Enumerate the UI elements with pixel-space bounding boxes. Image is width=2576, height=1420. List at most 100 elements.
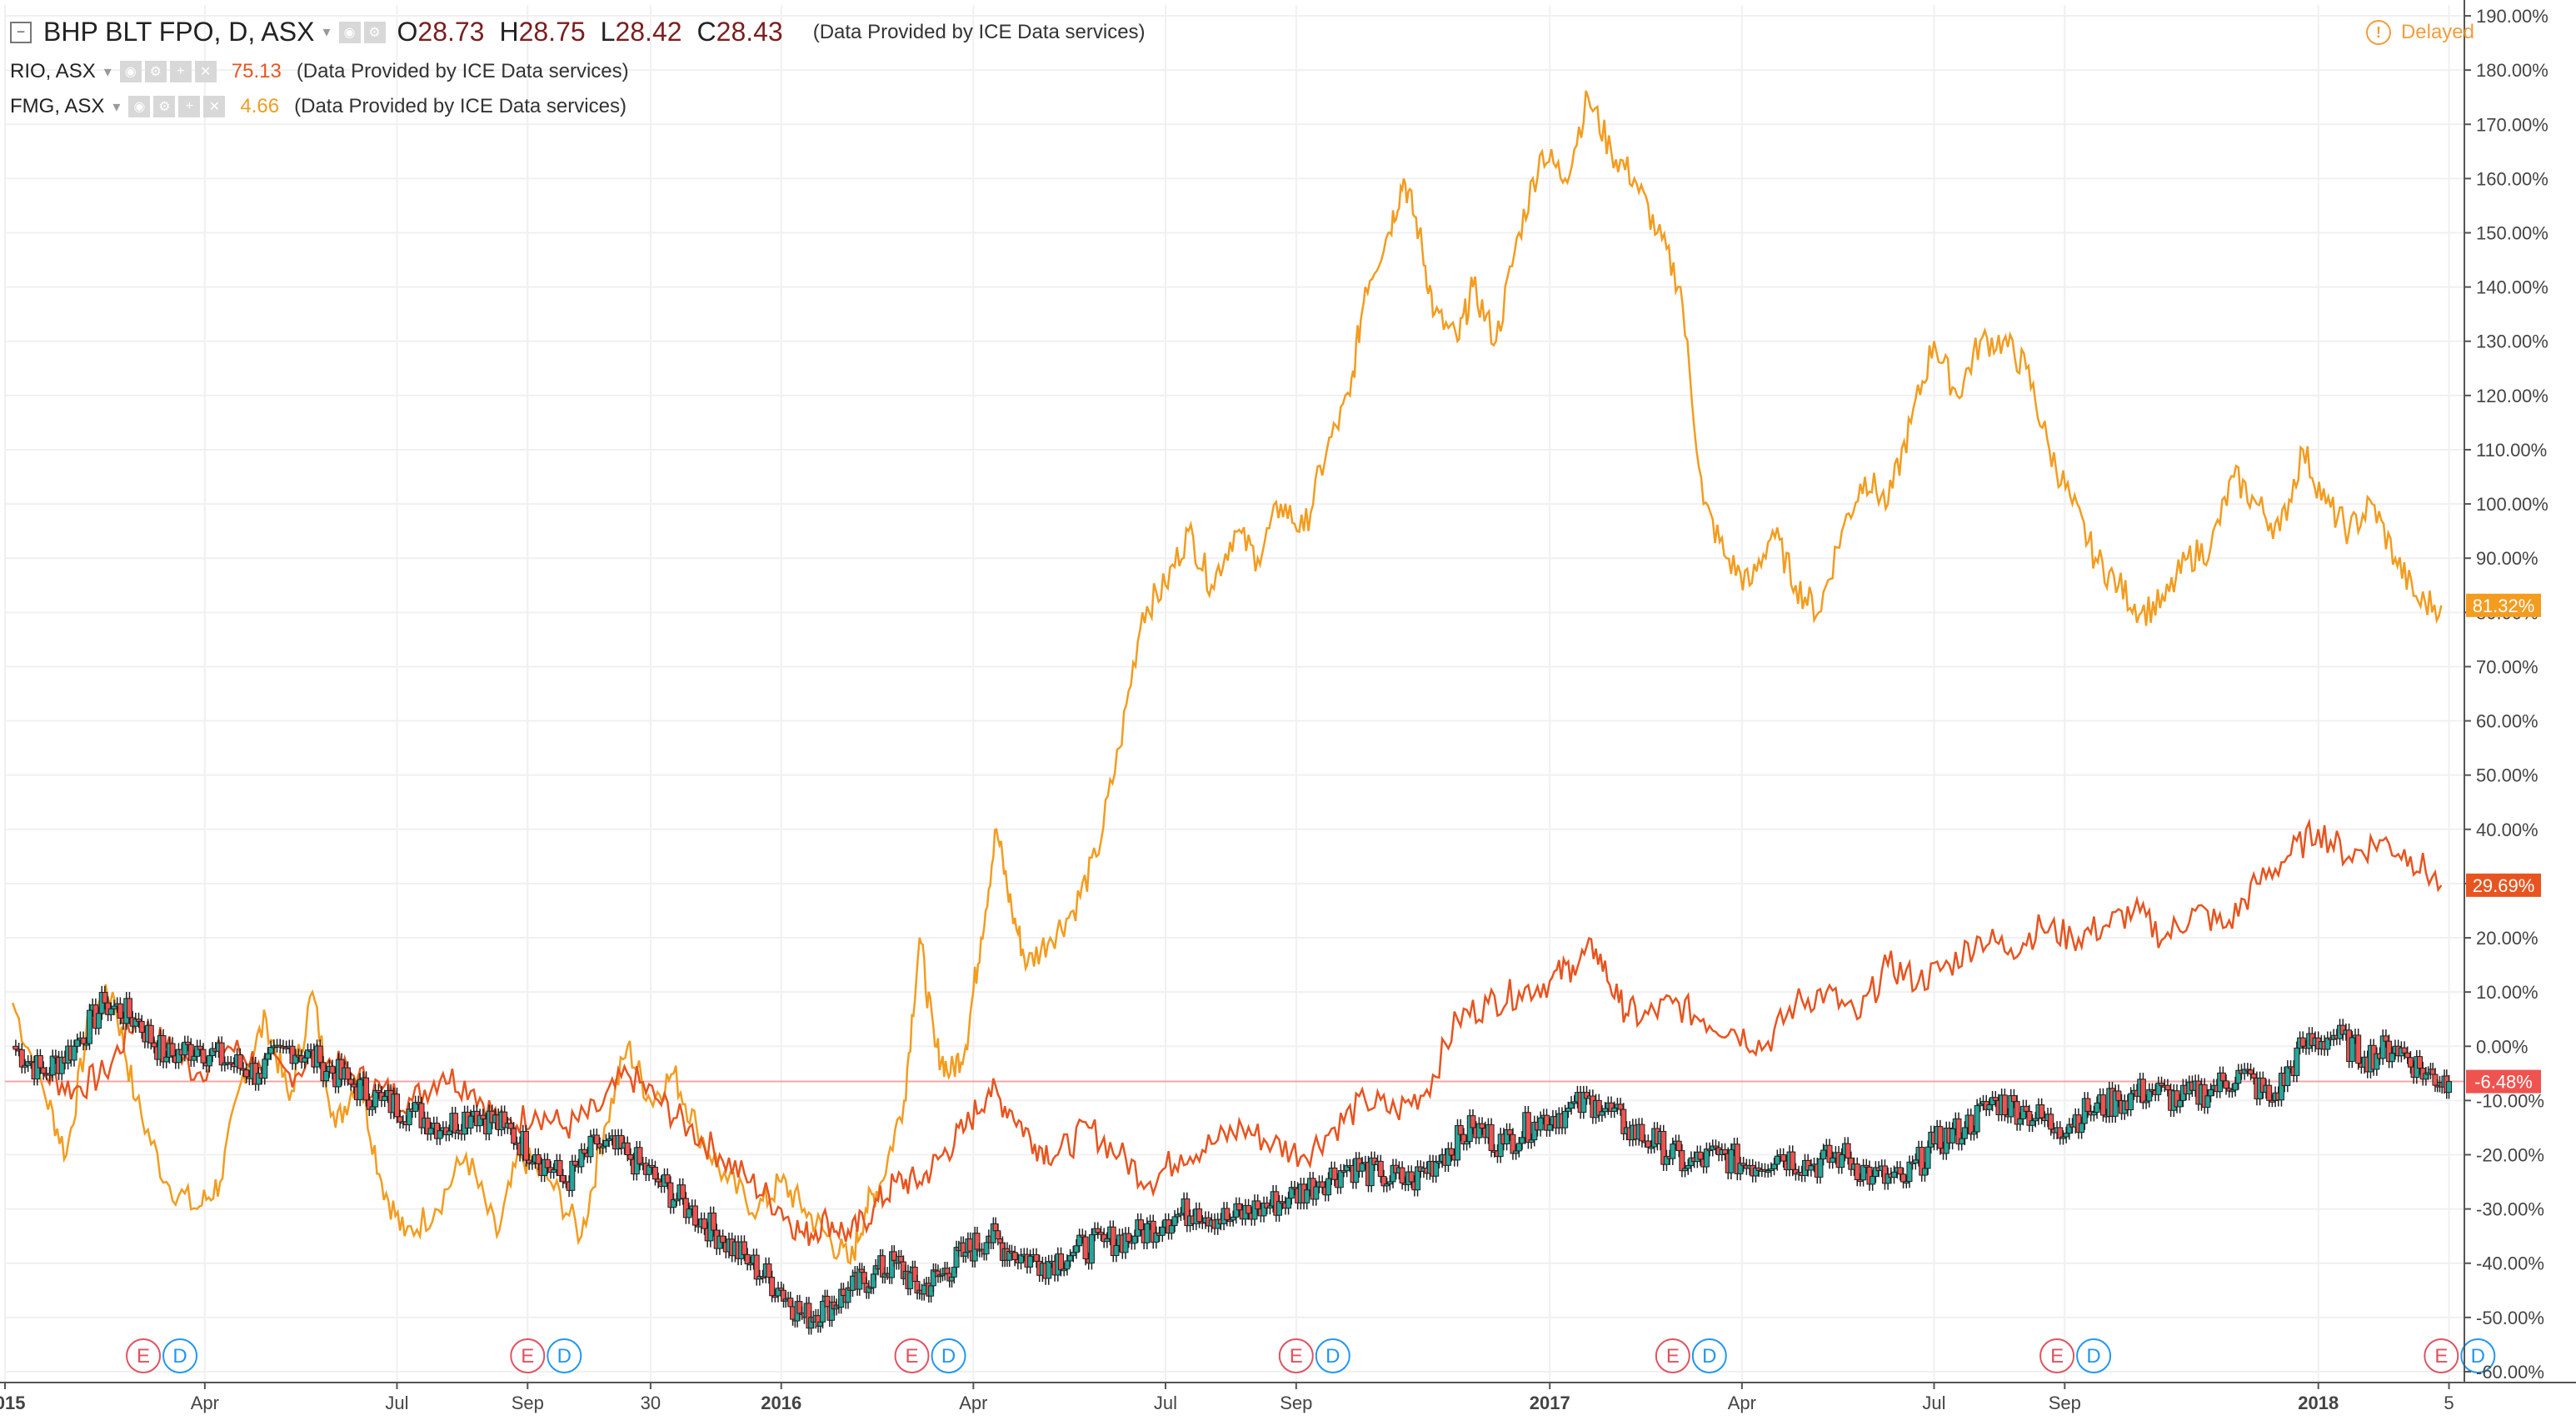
candle-body bbox=[1415, 1166, 1421, 1191]
candle-body bbox=[393, 1094, 400, 1118]
chevron-down-icon[interactable]: ▾ bbox=[322, 23, 331, 40]
candle-body bbox=[1070, 1252, 1076, 1257]
rio-symbol-label[interactable]: RIO, ASX bbox=[10, 60, 96, 82]
gear-icon[interactable]: ⚙ bbox=[363, 21, 386, 43]
plus-icon[interactable]: + bbox=[169, 61, 192, 82]
close-icon[interactable]: ✕ bbox=[203, 96, 226, 117]
candle-body bbox=[197, 1045, 203, 1050]
eye-icon[interactable]: ◉ bbox=[338, 21, 361, 43]
candle-body bbox=[1515, 1143, 1522, 1152]
candle-body bbox=[329, 1065, 336, 1074]
candle-body bbox=[372, 1089, 379, 1108]
minus-box-icon[interactable]: − bbox=[10, 21, 32, 43]
series-layer bbox=[12, 90, 2453, 1335]
candle-body bbox=[2223, 1080, 2229, 1089]
dividend-marker[interactable] bbox=[1691, 1338, 1727, 1373]
main-series-legend[interactable]: − BHP BLT FPO, D, ASX ▾ ◉ ⚙ O28.73 H28.7… bbox=[10, 17, 1146, 47]
earnings-marker[interactable] bbox=[2424, 1338, 2459, 1373]
delayed-label: Delayed bbox=[2400, 21, 2474, 43]
close-icon[interactable]: ✕ bbox=[194, 61, 217, 82]
earnings-marker[interactable] bbox=[2039, 1338, 2075, 1373]
candle-body bbox=[427, 1128, 434, 1135]
earnings-marker[interactable] bbox=[1278, 1338, 1314, 1373]
main-symbol-label[interactable]: BHP BLT FPO, D, ASX bbox=[43, 17, 315, 47]
fmg-series-legend[interactable]: FMG, ASX ▾ ◉ ⚙ + ✕ 4.66 (Data Provided b… bbox=[10, 95, 627, 118]
eye-icon[interactable]: ◉ bbox=[128, 96, 151, 117]
dividend-marker-label: D bbox=[172, 1345, 187, 1368]
candle-body bbox=[1304, 1189, 1310, 1203]
gear-icon[interactable]: ⚙ bbox=[153, 96, 176, 117]
candle-body bbox=[1937, 1126, 1944, 1149]
candle-body bbox=[1830, 1157, 1836, 1163]
earnings-marker[interactable] bbox=[1655, 1338, 1690, 1373]
candle-body bbox=[1992, 1097, 1999, 1101]
chevron-down-icon[interactable]: ▾ bbox=[103, 62, 112, 80]
candle-body bbox=[1246, 1204, 1252, 1214]
earnings-marker-label: E bbox=[1666, 1345, 1680, 1368]
rio-series-legend[interactable]: RIO, ASX ▾ ◉ ⚙ + ✕ 75.13 (Data Provided … bbox=[10, 60, 629, 83]
candle-body bbox=[1073, 1245, 1080, 1253]
dividend-marker[interactable] bbox=[547, 1338, 582, 1373]
candle-body bbox=[452, 1113, 459, 1134]
candle-body bbox=[1854, 1163, 1860, 1180]
candle-body bbox=[711, 1212, 717, 1231]
dividend-marker[interactable] bbox=[2460, 1338, 2496, 1373]
y-tick-label: 60.00% bbox=[2476, 711, 2539, 732]
plus-icon[interactable]: + bbox=[178, 96, 201, 117]
candle-body bbox=[446, 1130, 452, 1136]
x-tick-label: Jul bbox=[1922, 1393, 1945, 1413]
fmg-symbol-label[interactable]: FMG, ASX bbox=[10, 95, 105, 117]
candle-body bbox=[2084, 1098, 2091, 1112]
earnings-marker[interactable] bbox=[126, 1338, 162, 1373]
candle-body bbox=[1457, 1125, 1464, 1135]
candle-body bbox=[2164, 1084, 2171, 1091]
candle-body bbox=[1675, 1140, 1682, 1152]
candle-body bbox=[1820, 1149, 1827, 1160]
candle-body bbox=[535, 1154, 542, 1164]
candle-body bbox=[1959, 1138, 1965, 1145]
candle-body bbox=[664, 1174, 671, 1183]
dividend-marker[interactable] bbox=[162, 1338, 198, 1373]
earnings-marker[interactable] bbox=[510, 1338, 546, 1373]
candle-body bbox=[572, 1160, 578, 1166]
y-tick-label: -20.00% bbox=[2476, 1145, 2544, 1166]
y-tick-label: -50.00% bbox=[2476, 1308, 2544, 1328]
chevron-down-icon[interactable]: ▾ bbox=[112, 97, 121, 115]
y-tick-label: 180.00% bbox=[2476, 60, 2549, 81]
candle-body bbox=[237, 1054, 243, 1069]
dividend-marker[interactable] bbox=[931, 1338, 966, 1373]
gear-icon[interactable]: ⚙ bbox=[144, 61, 167, 82]
x-tick-label: Sep bbox=[2049, 1393, 2081, 1413]
y-tick-label: -10.00% bbox=[2476, 1090, 2544, 1111]
eye-icon[interactable]: ◉ bbox=[119, 61, 142, 82]
candle-body bbox=[1808, 1165, 1815, 1171]
candle-body bbox=[2232, 1083, 2239, 1091]
dividend-marker[interactable] bbox=[2076, 1338, 2112, 1373]
candle-body bbox=[2115, 1090, 2122, 1101]
delayed-status[interactable]: ! Delayed bbox=[2365, 20, 2474, 45]
y-tick-label: 140.00% bbox=[2476, 277, 2549, 298]
candle-body bbox=[1891, 1171, 1898, 1178]
series-line-fmg bbox=[12, 90, 2443, 1265]
candle-body bbox=[2219, 1072, 2226, 1082]
candle-body bbox=[627, 1154, 634, 1160]
x-tick-label: 2015 bbox=[0, 1393, 25, 1413]
candle-body bbox=[2094, 1102, 2100, 1114]
candle-body bbox=[2139, 1079, 2146, 1104]
candle-body bbox=[160, 1035, 167, 1063]
candle-body bbox=[2099, 1094, 2106, 1116]
time-axis[interactable]: 2015 Apr Jul Sep 30 2016 Apr Jul Sep 2017 Apr Jul Se… bbox=[0, 1382, 2576, 1413]
candle-body bbox=[1171, 1216, 1178, 1227]
ohlc-high: H28.75 bbox=[499, 17, 586, 47]
candle-body bbox=[557, 1159, 563, 1176]
candle-body bbox=[1617, 1104, 1624, 1110]
candle-body bbox=[2250, 1073, 2257, 1079]
candle-body bbox=[1095, 1228, 1101, 1233]
price-axis[interactable]: 190.00% 180.00% 170.00% 160.00% 150.00% 140.0… bbox=[2464, 0, 2549, 1383]
earnings-marker[interactable] bbox=[894, 1338, 930, 1373]
dividend-marker[interactable] bbox=[1315, 1338, 1350, 1373]
earnings-marker-label: E bbox=[521, 1345, 534, 1368]
y-tick-label: 190.00% bbox=[2476, 6, 2549, 27]
